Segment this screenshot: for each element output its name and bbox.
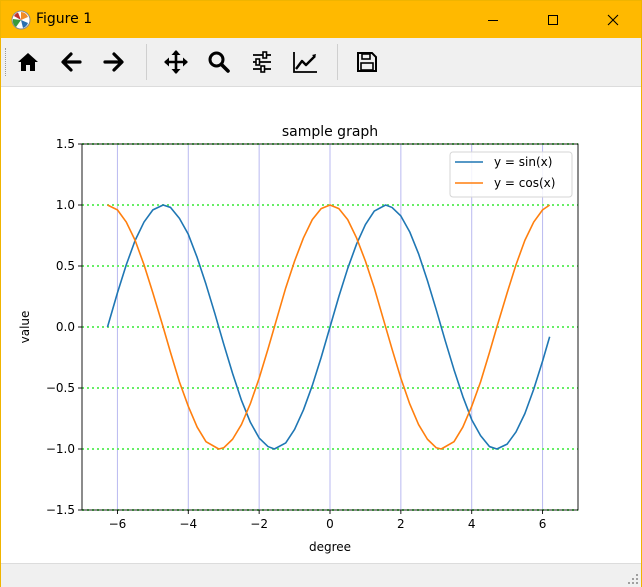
x-axis-label: degree — [309, 540, 351, 554]
forward-button[interactable] — [98, 46, 130, 78]
status-bar — [1, 563, 641, 587]
resize-grip-icon[interactable] — [627, 573, 639, 585]
x-tick-label: −4 — [179, 517, 197, 531]
configure-subplots-button[interactable] — [246, 46, 278, 78]
close-icon — [607, 14, 619, 25]
minimize-icon — [488, 19, 498, 21]
x-tick-label: 4 — [468, 517, 476, 531]
x-tick-label: 6 — [539, 517, 547, 531]
legend-box — [449, 151, 573, 198]
y-tick-label: −0.5 — [46, 381, 75, 395]
toolbar-separator — [146, 44, 147, 80]
y-axis-ticks: 1.5 1.0 0.5 0.0 −0.5 −1.0 −1.5 — [46, 137, 82, 517]
y-tick-label: −1.0 — [46, 442, 75, 456]
legend[interactable]: y = sin(x) y = cos(x) — [449, 151, 573, 198]
maximize-icon — [548, 14, 558, 25]
navigation-toolbar — [1, 38, 641, 87]
zoom-button[interactable] — [203, 46, 235, 78]
line-chart-icon — [293, 52, 317, 73]
toolbar-grip[interactable] — [5, 48, 9, 76]
magnifier-icon — [208, 51, 230, 73]
arrow-right-icon — [103, 52, 124, 72]
close-button[interactable] — [590, 1, 636, 38]
back-button[interactable] — [55, 46, 87, 78]
legend-label-cos: y = cos(x) — [494, 176, 555, 190]
chart[interactable]: sample graph −6 −4 −2 0 2 4 6 1.5 1.0 0.5 0.0 −0.5… — [1, 87, 641, 563]
series-line-cos — [107, 204, 551, 450]
series-line-sin — [106, 204, 551, 450]
x-tick-label: −6 — [109, 517, 127, 531]
arrow-left-icon — [61, 52, 82, 72]
toolbar-separator — [337, 44, 338, 80]
y-axis-label: value — [18, 311, 32, 344]
figure-canvas[interactable]: sample graph −6 −4 −2 0 2 4 6 1.5 1.0 0.5 0.0 −0.5… — [1, 87, 641, 563]
floppy-disk-icon — [357, 52, 377, 72]
x-tick-label: 0 — [326, 517, 334, 531]
series-lines — [106, 204, 551, 450]
y-tick-label: 1.0 — [56, 198, 75, 212]
x-tick-label: 2 — [397, 517, 405, 531]
title-bar[interactable]: Figure 1 — [1, 1, 641, 38]
home-button[interactable] — [12, 46, 44, 78]
minimize-button[interactable] — [470, 1, 516, 38]
y-tick-label: 1.5 — [56, 137, 75, 151]
pan-button[interactable] — [160, 46, 192, 78]
x-tick-label: −2 — [250, 517, 268, 531]
y-tick-label: 0.5 — [56, 259, 75, 273]
home-icon — [18, 53, 38, 71]
y-tick-label: −1.5 — [46, 503, 75, 517]
x-axis-ticks: −6 −4 −2 0 2 4 6 — [109, 510, 547, 531]
y-tick-label: 0.0 — [56, 320, 75, 334]
maximize-button[interactable] — [530, 1, 576, 38]
move-icon — [164, 50, 188, 74]
window-title: Figure 1 — [36, 11, 93, 27]
legend-label-sin: y = sin(x) — [494, 155, 552, 169]
edit-axis-button[interactable] — [289, 46, 321, 78]
sliders-icon — [253, 51, 271, 73]
save-button[interactable] — [351, 46, 383, 78]
chart-title: sample graph — [282, 124, 378, 140]
matplotlib-logo-icon — [11, 10, 31, 30]
